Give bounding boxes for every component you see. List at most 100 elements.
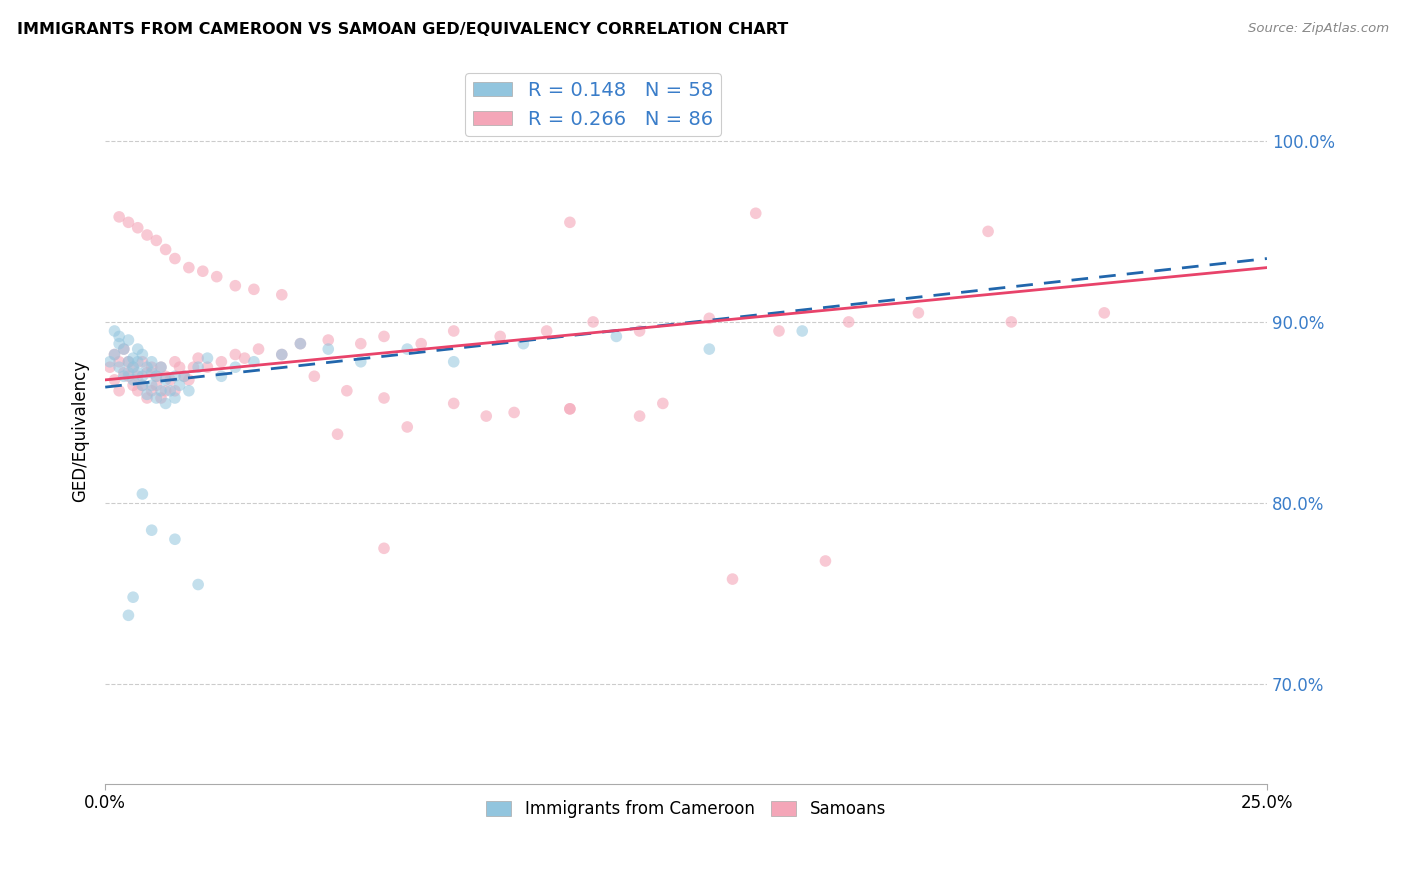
Point xyxy=(745,206,768,220)
Point xyxy=(536,324,558,338)
Point xyxy=(145,391,167,405)
Point xyxy=(159,373,181,387)
Point xyxy=(270,287,292,301)
Point xyxy=(316,342,339,356)
Point xyxy=(512,336,534,351)
Point xyxy=(108,210,131,224)
Point xyxy=(145,234,167,248)
Point xyxy=(697,342,720,356)
Point xyxy=(316,333,339,347)
Point xyxy=(103,347,125,361)
Point xyxy=(224,278,246,293)
Point xyxy=(117,355,139,369)
Point xyxy=(270,347,292,361)
Point xyxy=(127,369,149,384)
Point xyxy=(98,360,121,375)
Point xyxy=(721,572,744,586)
Point xyxy=(558,401,581,416)
Point xyxy=(396,420,419,434)
Point xyxy=(127,342,149,356)
Point xyxy=(605,329,627,343)
Point xyxy=(108,360,131,375)
Point xyxy=(163,355,186,369)
Point xyxy=(127,366,149,380)
Point xyxy=(173,369,195,384)
Point xyxy=(117,366,139,380)
Point xyxy=(443,396,465,410)
Point xyxy=(396,342,419,356)
Point xyxy=(117,215,139,229)
Point xyxy=(117,355,139,369)
Point xyxy=(108,336,131,351)
Point xyxy=(136,360,159,375)
Point xyxy=(443,355,465,369)
Point xyxy=(117,333,139,347)
Point xyxy=(131,487,153,501)
Point xyxy=(197,360,219,375)
Point xyxy=(108,384,131,398)
Point xyxy=(697,311,720,326)
Point xyxy=(122,360,145,375)
Point xyxy=(149,360,172,375)
Point xyxy=(141,355,163,369)
Point xyxy=(177,260,200,275)
Point xyxy=(122,373,145,387)
Point xyxy=(336,384,359,398)
Point xyxy=(112,342,135,356)
Point xyxy=(131,378,153,392)
Point xyxy=(112,366,135,380)
Point xyxy=(205,269,228,284)
Point xyxy=(98,355,121,369)
Point xyxy=(582,315,605,329)
Text: IMMIGRANTS FROM CAMEROON VS SAMOAN GED/EQUIVALENCY CORRELATION CHART: IMMIGRANTS FROM CAMEROON VS SAMOAN GED/E… xyxy=(17,22,789,37)
Point xyxy=(326,427,349,442)
Point xyxy=(187,351,209,366)
Point xyxy=(177,384,200,398)
Point xyxy=(155,243,177,257)
Point xyxy=(127,220,149,235)
Point xyxy=(169,378,191,392)
Point xyxy=(136,391,159,405)
Point xyxy=(149,360,172,375)
Point xyxy=(224,347,246,361)
Point xyxy=(141,384,163,398)
Point xyxy=(411,336,433,351)
Point xyxy=(224,360,246,375)
Point xyxy=(145,378,167,392)
Point xyxy=(1000,315,1022,329)
Point xyxy=(1092,306,1115,320)
Point xyxy=(122,360,145,375)
Y-axis label: GED/Equivalency: GED/Equivalency xyxy=(72,359,89,501)
Point xyxy=(155,369,177,384)
Point xyxy=(141,360,163,375)
Point xyxy=(187,360,209,375)
Point xyxy=(191,264,214,278)
Point xyxy=(163,252,186,266)
Point xyxy=(163,369,186,384)
Point xyxy=(792,324,814,338)
Point xyxy=(503,405,526,419)
Point xyxy=(243,355,266,369)
Point xyxy=(127,355,149,369)
Point xyxy=(155,396,177,410)
Point xyxy=(838,315,860,329)
Point xyxy=(103,347,125,361)
Point xyxy=(145,369,167,384)
Point xyxy=(373,329,395,343)
Point xyxy=(131,347,153,361)
Point xyxy=(558,401,581,416)
Point xyxy=(163,391,186,405)
Point xyxy=(628,409,651,423)
Point xyxy=(141,366,163,380)
Point xyxy=(127,384,149,398)
Point xyxy=(209,369,232,384)
Point xyxy=(155,373,177,387)
Point xyxy=(149,384,172,398)
Point xyxy=(628,324,651,338)
Point xyxy=(131,369,153,384)
Point xyxy=(163,384,186,398)
Point xyxy=(141,523,163,537)
Point xyxy=(233,351,256,366)
Point xyxy=(373,391,395,405)
Point xyxy=(304,369,326,384)
